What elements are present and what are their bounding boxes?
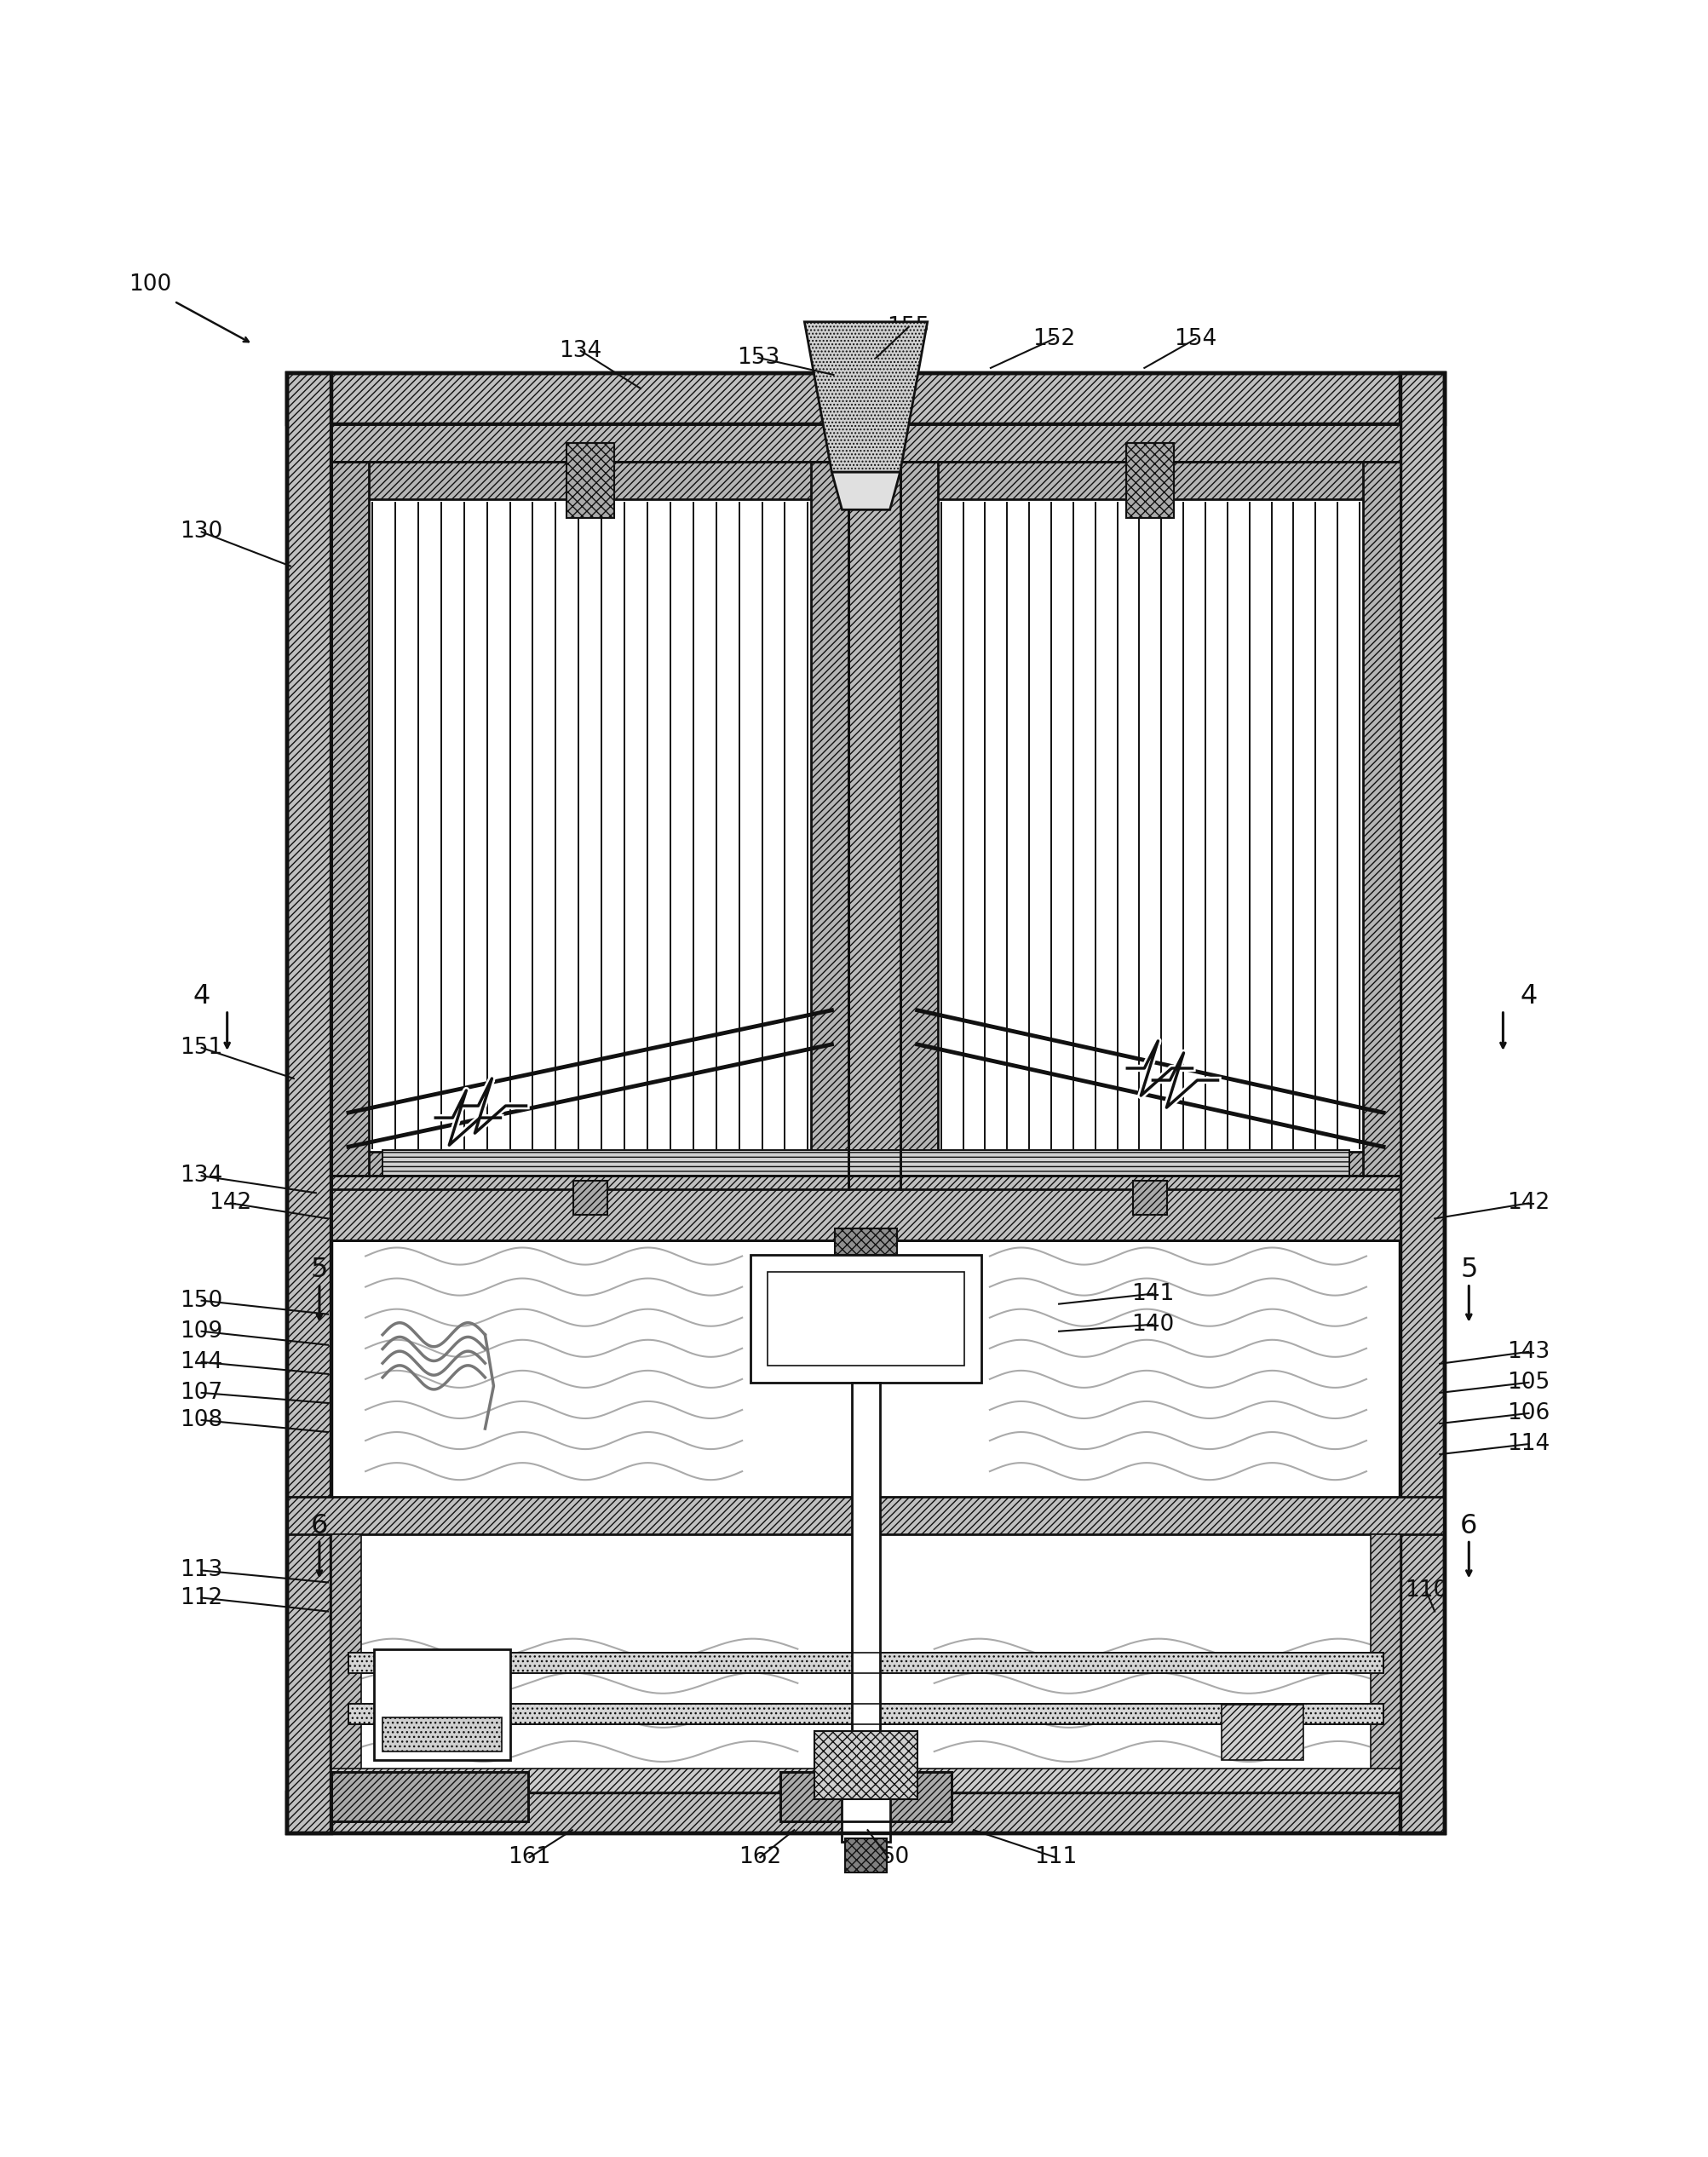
Polygon shape bbox=[804, 321, 927, 472]
Bar bbox=[900, 462, 1401, 1189]
Bar bbox=[842, 373, 890, 462]
Text: 142: 142 bbox=[208, 1193, 253, 1214]
Bar bbox=[331, 462, 369, 1189]
Bar bbox=[331, 1176, 1401, 1240]
Text: 108: 108 bbox=[179, 1409, 224, 1432]
Text: 140: 140 bbox=[1131, 1314, 1175, 1335]
Bar bbox=[497, 1152, 683, 1189]
Text: 152: 152 bbox=[1032, 328, 1076, 349]
Text: 150: 150 bbox=[179, 1290, 224, 1311]
Text: 153: 153 bbox=[736, 347, 781, 369]
Bar bbox=[331, 1771, 528, 1821]
Text: 130: 130 bbox=[179, 520, 224, 544]
Bar bbox=[835, 1229, 897, 1255]
Text: 160: 160 bbox=[866, 1846, 910, 1868]
Bar bbox=[900, 1152, 1401, 1189]
Text: 134: 134 bbox=[559, 341, 603, 362]
Bar bbox=[331, 462, 849, 500]
Bar bbox=[852, 1383, 880, 1747]
Bar bbox=[781, 1771, 951, 1821]
Bar bbox=[572, 1182, 608, 1214]
Text: 114: 114 bbox=[1506, 1432, 1551, 1456]
Bar bbox=[383, 1717, 502, 1751]
Bar bbox=[1401, 373, 1445, 1833]
Bar bbox=[750, 1255, 980, 1383]
Bar bbox=[331, 1771, 528, 1821]
Bar bbox=[331, 462, 849, 1189]
Bar bbox=[849, 462, 900, 1189]
Text: 107: 107 bbox=[179, 1383, 224, 1404]
Polygon shape bbox=[832, 472, 900, 509]
Text: 110: 110 bbox=[1404, 1579, 1448, 1603]
Bar bbox=[287, 373, 1445, 425]
Bar bbox=[815, 1730, 917, 1799]
Bar bbox=[1221, 1704, 1303, 1760]
Bar bbox=[567, 442, 615, 518]
Bar bbox=[331, 425, 1401, 462]
Bar bbox=[287, 373, 1445, 1833]
Bar bbox=[1056, 1152, 1243, 1189]
Text: 105: 105 bbox=[1506, 1372, 1551, 1393]
Bar bbox=[845, 1838, 886, 1872]
Text: 141: 141 bbox=[1131, 1283, 1175, 1305]
Text: 112: 112 bbox=[179, 1588, 224, 1609]
Bar bbox=[842, 373, 890, 462]
Text: 113: 113 bbox=[179, 1560, 224, 1581]
Text: 4: 4 bbox=[193, 984, 210, 1009]
Bar bbox=[287, 373, 331, 1833]
Text: 100: 100 bbox=[128, 274, 173, 296]
Bar bbox=[331, 1534, 362, 1792]
Bar bbox=[331, 1769, 1401, 1792]
Bar bbox=[1363, 462, 1401, 1189]
Bar bbox=[769, 1270, 963, 1365]
Bar bbox=[348, 1704, 1383, 1723]
Bar bbox=[1370, 1534, 1401, 1792]
Bar bbox=[811, 462, 849, 1189]
Bar bbox=[781, 1771, 951, 1821]
Text: 6: 6 bbox=[311, 1512, 328, 1540]
Bar bbox=[842, 1790, 890, 1842]
Bar bbox=[1132, 1182, 1168, 1214]
Bar bbox=[900, 462, 1401, 500]
Bar bbox=[348, 1704, 1383, 1723]
Bar bbox=[287, 1792, 1445, 1833]
Text: 144: 144 bbox=[179, 1350, 224, 1374]
Bar bbox=[374, 1648, 511, 1760]
Text: 4: 4 bbox=[1520, 984, 1537, 1009]
Bar bbox=[348, 1652, 1383, 1674]
Text: 106: 106 bbox=[1506, 1402, 1551, 1424]
Text: 162: 162 bbox=[738, 1846, 782, 1868]
Text: 6: 6 bbox=[1460, 1512, 1477, 1540]
Text: 143: 143 bbox=[1506, 1342, 1551, 1363]
Bar bbox=[331, 425, 1401, 462]
Text: 5: 5 bbox=[311, 1258, 328, 1283]
Bar bbox=[348, 1652, 1383, 1674]
Text: 109: 109 bbox=[179, 1320, 224, 1342]
Text: 155: 155 bbox=[886, 315, 931, 339]
Bar bbox=[383, 1150, 1349, 1176]
Text: 5: 5 bbox=[1460, 1258, 1477, 1283]
Text: 111: 111 bbox=[1033, 1846, 1078, 1868]
Bar bbox=[1126, 442, 1175, 518]
Bar bbox=[900, 462, 938, 1189]
Text: 134: 134 bbox=[179, 1165, 224, 1186]
Bar bbox=[287, 1497, 1445, 1534]
Text: 151: 151 bbox=[179, 1038, 224, 1059]
Text: 154: 154 bbox=[1173, 328, 1218, 349]
Bar bbox=[331, 1152, 849, 1189]
Text: 161: 161 bbox=[507, 1846, 552, 1868]
Text: 142: 142 bbox=[1506, 1193, 1551, 1214]
Bar bbox=[331, 1176, 1401, 1240]
Bar bbox=[383, 1150, 1349, 1176]
Bar bbox=[849, 462, 900, 1189]
